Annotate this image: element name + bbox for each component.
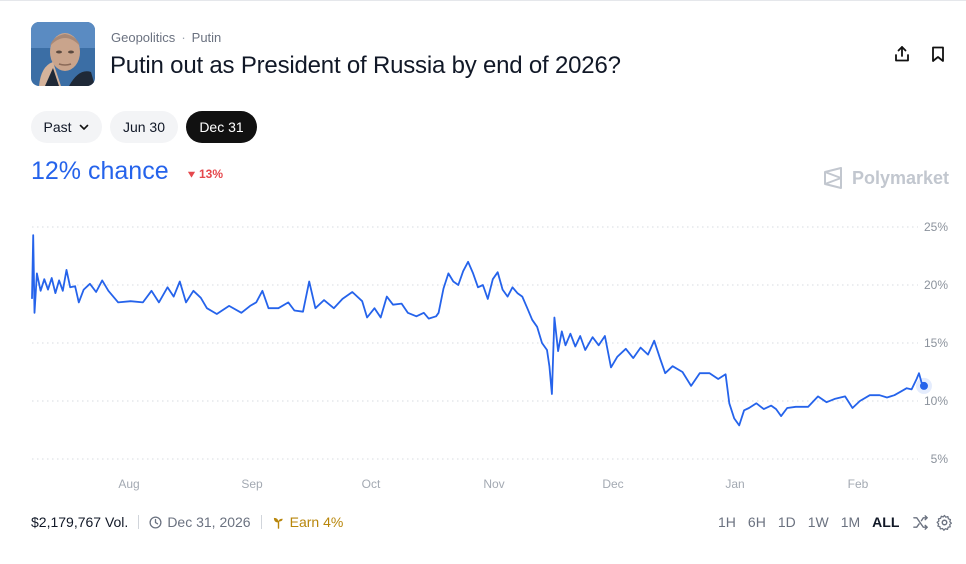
- range-1h[interactable]: 1H: [718, 514, 736, 530]
- sprout-icon: [272, 516, 285, 529]
- range-1m[interactable]: 1M: [841, 514, 860, 530]
- breadcrumb-item-geopolitics[interactable]: Geopolitics: [111, 30, 175, 45]
- footer-divider: [261, 515, 262, 529]
- range-1d[interactable]: 1D: [778, 514, 796, 530]
- top-border: [0, 0, 966, 1]
- date-pill-label: Past: [43, 119, 71, 135]
- x-tick-label: Feb: [848, 477, 869, 491]
- share-icon: [893, 45, 911, 63]
- breadcrumb-separator: ·: [181, 30, 185, 45]
- x-tick-label: Oct: [362, 477, 381, 491]
- down-triangle-icon: [187, 170, 196, 179]
- end-date: Dec 31, 2026: [149, 514, 250, 530]
- polymarket-watermark: Polymarket: [822, 167, 949, 189]
- chance-value: 12% chance: [31, 157, 169, 186]
- chevron-down-icon: [78, 121, 90, 133]
- range-6h[interactable]: 6H: [748, 514, 766, 530]
- x-tick-label: Dec: [602, 477, 623, 491]
- y-tick-label: 10%: [924, 394, 948, 408]
- market-footer: $2,179,767 Vol. Dec 31, 2026 Earn 4%: [31, 514, 343, 530]
- shuffle-icon[interactable]: [912, 514, 929, 531]
- y-tick-label: 20%: [924, 278, 948, 292]
- volume-text: $2,179,767 Vol.: [31, 514, 128, 530]
- x-tick-label: Jan: [725, 477, 744, 491]
- breadcrumb-item-putin[interactable]: Putin: [192, 30, 222, 45]
- chart-tools: [912, 514, 953, 531]
- bookmark-button[interactable]: [928, 44, 948, 64]
- avatar-image: [31, 22, 95, 86]
- brand-name: Polymarket: [852, 168, 949, 189]
- bookmark-icon: [929, 45, 947, 63]
- change-value: 13%: [199, 167, 223, 181]
- x-tick-label: Aug: [118, 477, 139, 491]
- footer-divider: [138, 515, 139, 529]
- series-line: [32, 235, 924, 425]
- clock-icon: [149, 516, 162, 529]
- range-1w[interactable]: 1W: [808, 514, 829, 530]
- polymarket-logo-icon: [822, 167, 846, 189]
- y-tick-label: 25%: [924, 220, 948, 234]
- current-point: [920, 382, 928, 390]
- y-tick-label: 5%: [931, 452, 949, 466]
- market-title: Putin out as President of Russia by end …: [110, 52, 621, 80]
- date-pill-label: Dec 31: [199, 119, 243, 135]
- time-range-selector: 1H 6H 1D 1W 1M ALL: [718, 514, 899, 530]
- change-badge: 13%: [187, 167, 223, 181]
- range-all[interactable]: ALL: [872, 514, 899, 530]
- breadcrumb: Geopolitics · Putin: [111, 30, 221, 45]
- market-avatar: [31, 22, 95, 86]
- date-pill-label: Jun 30: [123, 119, 165, 135]
- share-button[interactable]: [892, 44, 912, 64]
- end-date-text: Dec 31, 2026: [167, 514, 250, 530]
- y-tick-label: 15%: [924, 336, 948, 350]
- earn-text: Earn 4%: [290, 514, 344, 530]
- date-pill-jun30[interactable]: Jun 30: [110, 111, 178, 143]
- earn-link[interactable]: Earn 4%: [272, 514, 344, 530]
- x-tick-label: Sep: [241, 477, 263, 491]
- settings-icon[interactable]: [936, 514, 953, 531]
- date-pill-dec31[interactable]: Dec 31: [186, 111, 257, 143]
- x-tick-label: Nov: [483, 477, 504, 491]
- price-chart[interactable]: 25% 20% 15% 10% 5% Aug Sep Oct Nov Dec Jan Feb: [0, 200, 966, 500]
- date-pill-past[interactable]: Past: [31, 111, 102, 143]
